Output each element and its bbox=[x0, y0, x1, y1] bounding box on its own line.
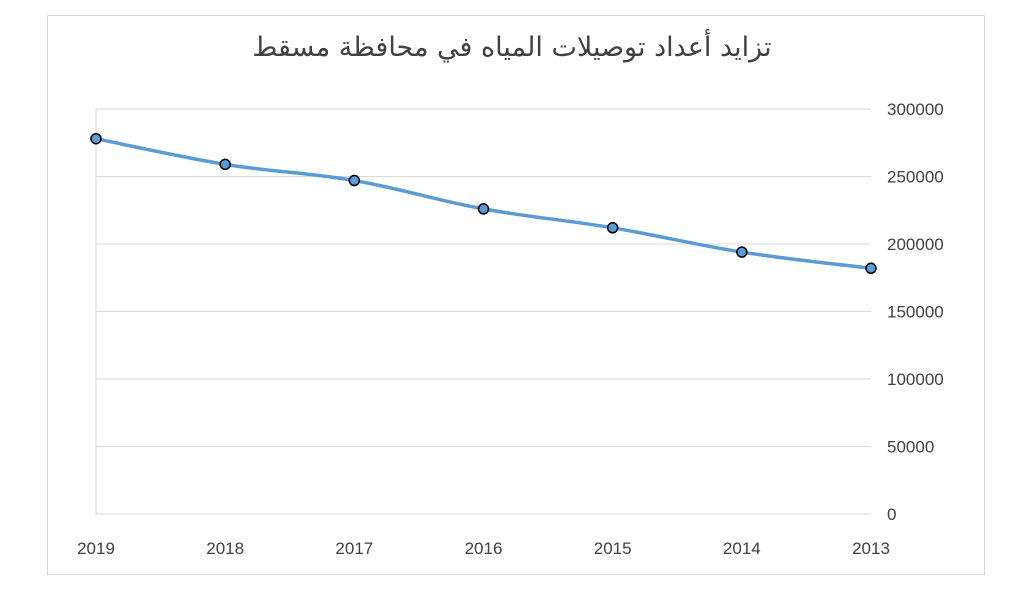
data-point-2016 bbox=[477, 203, 490, 215]
chart-title: تزايد أعداد توصيلات المياه في محافظة مسق… bbox=[252, 32, 772, 63]
x-tick-label-2019: 2019 bbox=[77, 539, 115, 558]
y-tick-label-200000: 200000 bbox=[887, 235, 944, 254]
data-point-2013 bbox=[865, 262, 877, 275]
y-tick-label-100000: 100000 bbox=[887, 370, 944, 389]
y-tick-label-300000: 300000 bbox=[887, 100, 944, 119]
y-tick-labels: 0 50000 100000 150000 200000 250000 300000 bbox=[887, 100, 944, 524]
y-tick-label-250000: 250000 bbox=[887, 168, 944, 187]
x-tick-labels: 2019 2018 2017 2016 2015 2014 2013 bbox=[77, 539, 890, 558]
x-tick-label-2014: 2014 bbox=[723, 539, 761, 558]
data-point-2014 bbox=[736, 246, 748, 258]
y-tick-label-0: 0 bbox=[887, 505, 896, 524]
y-tick-label-150000: 150000 bbox=[887, 303, 944, 322]
chart-frame bbox=[47, 15, 985, 575]
data-point-2019 bbox=[90, 132, 102, 145]
y-tick-label-50000: 50000 bbox=[887, 438, 934, 457]
x-tick-label-2017: 2017 bbox=[335, 539, 373, 558]
gridlines bbox=[96, 108, 871, 515]
data-point-2015 bbox=[606, 222, 619, 234]
data-point-2017 bbox=[348, 174, 361, 187]
x-tick-label-2018: 2018 bbox=[206, 539, 244, 558]
data-points bbox=[90, 132, 877, 275]
data-point-2018 bbox=[219, 158, 231, 171]
x-tick-label-2016: 2016 bbox=[465, 539, 503, 558]
x-tick-label-2015: 2015 bbox=[594, 539, 632, 558]
x-tick-label-2013: 2013 bbox=[852, 539, 890, 558]
